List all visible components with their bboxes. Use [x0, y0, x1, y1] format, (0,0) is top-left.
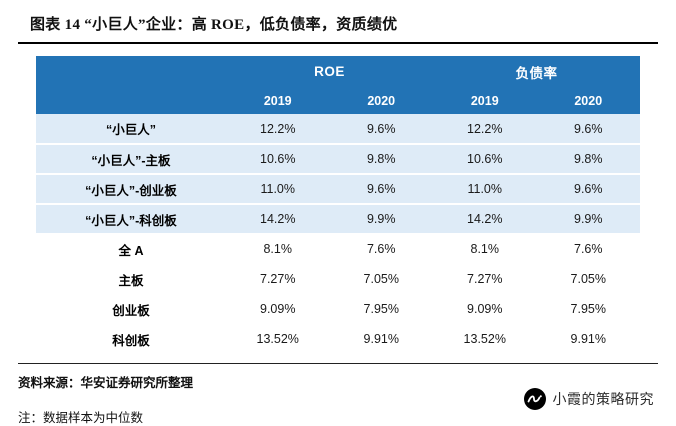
cell-value: 7.95% — [536, 294, 640, 325]
footer-area: 资料来源：华安证券研究所整理 注：数据样本为中位数 — [18, 363, 658, 426]
table-row: 创业板 9.09% 7.95% 9.09% 7.95% — [35, 294, 640, 325]
cell-value: 7.6% — [536, 234, 640, 265]
cell-value: 13.52% — [225, 324, 330, 355]
roe-debt-table: ROE 负债率 2019 2020 2019 2020 “小巨人” 12.2% … — [35, 56, 640, 355]
note-line: 注：数据样本为中位数 — [18, 411, 144, 425]
cell-value: 12.2% — [433, 114, 537, 145]
row-label: 科创板 — [35, 324, 226, 355]
roe-group-header: ROE — [225, 56, 433, 87]
cell-value: 9.8% — [329, 144, 433, 175]
cell-value: 7.05% — [329, 264, 433, 295]
cell-value: 9.91% — [329, 324, 433, 355]
group-header-row: ROE 负债率 — [35, 56, 640, 87]
row-label: 主板 — [35, 264, 226, 295]
cell-value: 13.52% — [433, 324, 537, 355]
empty-header-cell — [35, 87, 226, 114]
row-label: 创业板 — [35, 294, 226, 325]
cell-value: 9.8% — [536, 144, 640, 175]
cell-value: 8.1% — [433, 234, 537, 265]
cell-value: 9.91% — [536, 324, 640, 355]
row-label: “小巨人”-科创板 — [35, 204, 226, 235]
cell-value: 10.6% — [225, 144, 330, 175]
table-row: 主板 7.27% 7.05% 7.27% 7.05% — [35, 264, 640, 295]
cell-value: 9.6% — [329, 114, 433, 145]
cell-value: 7.6% — [329, 234, 433, 265]
row-label: 全 A — [35, 234, 226, 265]
year-header: 2019 — [225, 87, 330, 114]
cell-value: 9.9% — [329, 204, 433, 235]
empty-header-cell — [35, 56, 226, 87]
row-label: “小巨人” — [35, 114, 226, 145]
page-container: 图表 14 “小巨人”企业：高 ROE，低负债率，资质绩优 ROE 负债率 20… — [18, 10, 658, 355]
row-label: “小巨人”-主板 — [35, 144, 226, 175]
table-row: “小巨人”-创业板 11.0% 9.6% 11.0% 9.6% — [35, 174, 640, 205]
debt-ratio-group-header: 负债率 — [433, 56, 640, 87]
year-header: 2020 — [536, 87, 640, 114]
source-line: 资料来源：华安证券研究所整理 — [18, 376, 194, 390]
cell-value: 14.2% — [433, 204, 537, 235]
year-header: 2020 — [329, 87, 433, 114]
cell-value: 12.2% — [225, 114, 330, 145]
cell-value: 9.09% — [433, 294, 537, 325]
figure-title: 图表 14 “小巨人”企业：高 ROE，低负债率，资质绩优 — [18, 10, 658, 44]
year-header: 2019 — [433, 87, 537, 114]
table-row: 全 A 8.1% 7.6% 8.1% 7.6% — [35, 234, 640, 265]
brand-logo-icon — [523, 388, 546, 410]
cell-value: 9.6% — [329, 174, 433, 205]
cell-value: 14.2% — [225, 204, 330, 235]
table-row: “小巨人” 12.2% 9.6% 12.2% 9.6% — [35, 114, 640, 145]
cell-value: 11.0% — [225, 174, 330, 205]
row-label: “小巨人”-创业板 — [35, 174, 226, 205]
year-header-row: 2019 2020 2019 2020 — [35, 87, 640, 114]
cell-value: 7.95% — [329, 294, 433, 325]
table-row: “小巨人”-主板 10.6% 9.8% 10.6% 9.8% — [35, 144, 640, 175]
table-row: “小巨人”-科创板 14.2% 9.9% 14.2% 9.9% — [35, 204, 640, 235]
cell-value: 9.6% — [536, 114, 640, 145]
cell-value: 11.0% — [433, 174, 537, 205]
cell-value: 10.6% — [433, 144, 537, 175]
cell-value: 9.6% — [536, 174, 640, 205]
brand-name: 小霞的策略研究 — [552, 391, 654, 407]
table-row: 科创板 13.52% 9.91% 13.52% 9.91% — [35, 324, 640, 355]
cell-value: 8.1% — [225, 234, 330, 265]
cell-value: 7.05% — [536, 264, 640, 295]
cell-value: 7.27% — [225, 264, 330, 295]
cell-value: 9.9% — [536, 204, 640, 235]
brand-badge: 小霞的策略研究 — [523, 388, 655, 410]
cell-value: 7.27% — [433, 264, 537, 295]
cell-value: 9.09% — [225, 294, 330, 325]
